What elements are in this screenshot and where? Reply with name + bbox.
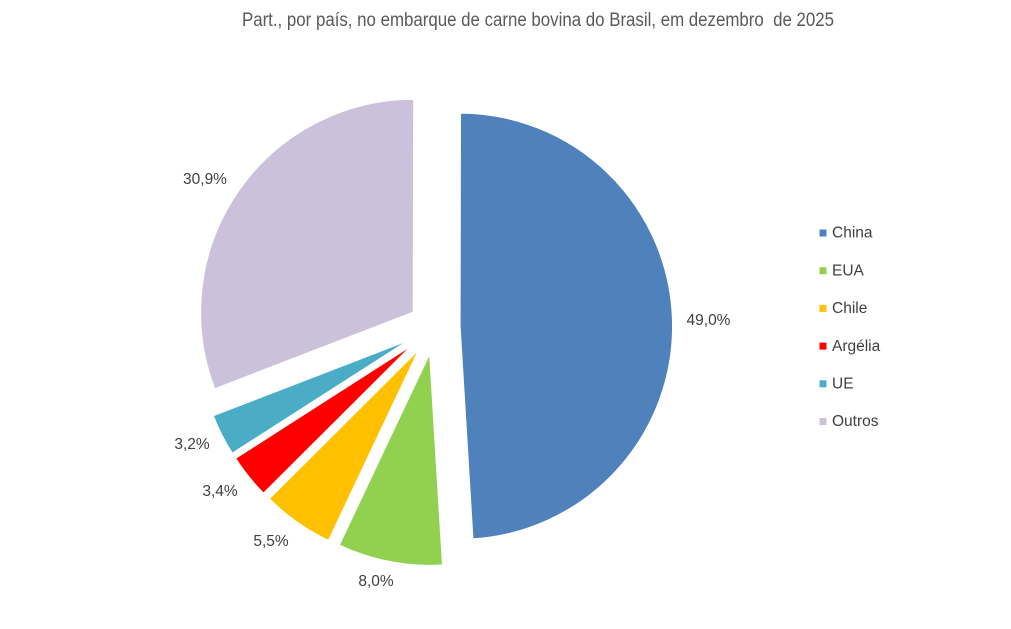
svg-text:Outros: Outros xyxy=(832,413,879,430)
svg-text:49,0%: 49,0% xyxy=(687,312,731,329)
svg-text:3,4%: 3,4% xyxy=(202,483,238,500)
svg-text:5,5%: 5,5% xyxy=(253,533,289,550)
svg-text:China: China xyxy=(832,225,873,242)
svg-text:UE: UE xyxy=(832,376,854,393)
svg-text:30,9%: 30,9% xyxy=(183,171,227,188)
svg-text:EUA: EUA xyxy=(832,262,865,279)
svg-text:3,2%: 3,2% xyxy=(174,436,210,453)
svg-text:Chile: Chile xyxy=(832,300,867,317)
svg-text:8,0%: 8,0% xyxy=(358,573,394,590)
svg-text:Argélia: Argélia xyxy=(832,338,881,355)
